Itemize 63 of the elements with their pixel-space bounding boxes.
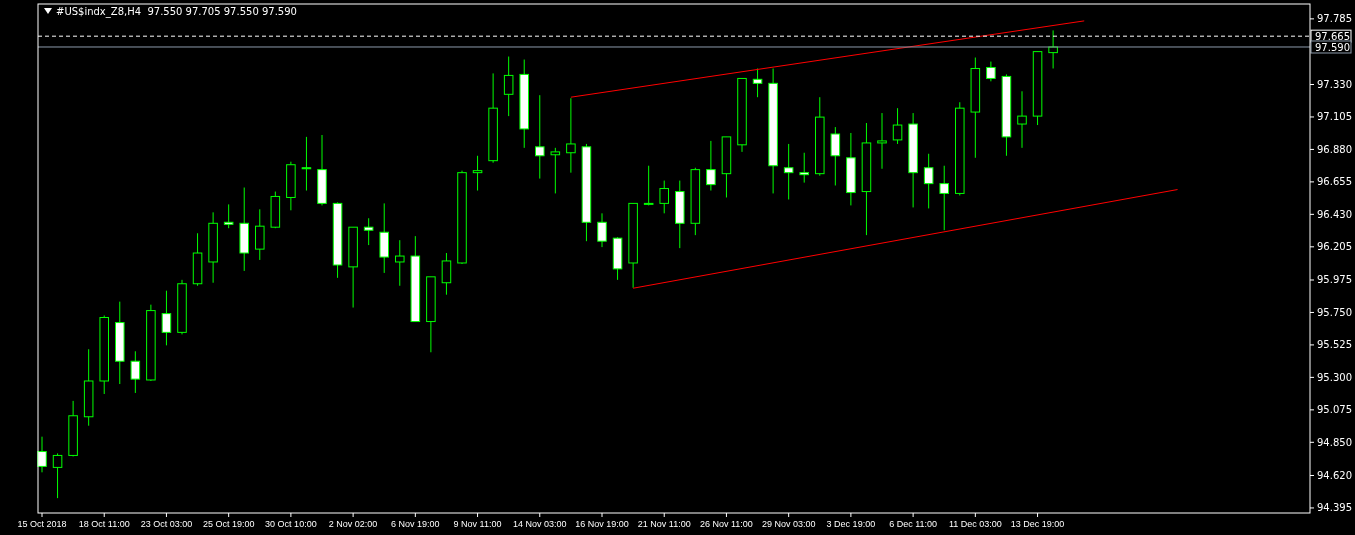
candlestick: [752, 67, 763, 98]
y-tick-label: 97.785: [1317, 13, 1352, 25]
y-tick-label: 96.655: [1317, 176, 1352, 188]
candlestick: [255, 208, 265, 261]
y-tick-label: 94.395: [1317, 502, 1352, 514]
y-tick-label: 95.525: [1317, 339, 1352, 351]
candlestick: [52, 452, 63, 499]
candlestick: [892, 107, 903, 145]
candlestick: [363, 217, 374, 246]
candlestick: [395, 239, 405, 287]
ref-line-label: 97.665: [1315, 31, 1350, 43]
x-tick-label: 26 Nov 11:00: [700, 519, 753, 529]
y-tick-label: 96.430: [1317, 208, 1352, 220]
x-tick-label: 15 Oct 2018: [17, 519, 67, 529]
candlestick: [472, 155, 483, 192]
x-tick-label: 13 Dec 19:00: [1010, 519, 1065, 529]
candlestick: [301, 136, 312, 192]
candlestick: [441, 252, 452, 296]
x-tick-label: 21 Nov 11:00: [637, 519, 691, 529]
candlestick: [223, 203, 234, 229]
chart-title: #US$indx_Z8,H4 97.550 97.705 97.550 97.590: [56, 6, 297, 18]
y-tick-label: 95.300: [1317, 371, 1352, 383]
candlestick: [550, 147, 561, 194]
candlestick: [877, 112, 887, 170]
y-tick-label: 96.880: [1317, 143, 1352, 155]
x-tick-label: 18 Oct 11:00: [78, 519, 130, 529]
candlestick: [597, 212, 607, 248]
y-tick-label: 94.850: [1317, 436, 1352, 448]
x-tick-label: 25 Oct 19:00: [202, 519, 255, 529]
candlestick: [535, 94, 545, 180]
candlestick: [503, 56, 514, 117]
x-tick-label: 30 Oct 10:00: [265, 519, 317, 529]
candlestick: [939, 165, 949, 231]
ref-line-label: 97.590: [1315, 41, 1350, 53]
x-tick-label: 14 Nov 03:00: [513, 519, 567, 529]
y-tick-label: 95.750: [1317, 306, 1352, 318]
candlestick: [130, 350, 141, 394]
y-tick-label: 97.105: [1317, 111, 1352, 123]
candlestick: [923, 153, 934, 209]
x-tick-label: 23 Oct 03:00: [140, 519, 193, 529]
candlestick: [799, 152, 809, 184]
x-tick-label: 9 Nov 11:00: [453, 519, 502, 529]
x-tick-label: 29 Nov 03:00: [761, 519, 816, 529]
y-tick-label: 95.975: [1317, 274, 1352, 286]
candlestick: [1017, 90, 1027, 149]
candlestick: [783, 143, 794, 200]
x-tick-label: 2 Nov 02:00: [328, 519, 378, 529]
candlestick: [986, 61, 996, 82]
y-tick-label: 97.330: [1317, 79, 1352, 91]
candlestick: [706, 140, 716, 192]
x-tick-label: 11 Dec 03:00: [948, 519, 1002, 529]
candlestick: [566, 97, 576, 174]
x-tick-label: 3 Dec 19:00: [826, 519, 876, 529]
y-tick-label: 94.620: [1317, 469, 1352, 481]
y-tick-label: 95.075: [1317, 404, 1352, 416]
candlestick: [830, 126, 841, 186]
y-tick-label: 96.205: [1317, 241, 1352, 253]
x-tick-label: 6 Dec 11:00: [889, 519, 938, 529]
x-tick-label: 6 Nov 19:00: [391, 519, 440, 529]
candlestick: [659, 180, 669, 214]
candlestick: [161, 290, 172, 346]
candlestick: [643, 165, 654, 206]
x-tick-label: 16 Nov 19:00: [575, 519, 629, 529]
